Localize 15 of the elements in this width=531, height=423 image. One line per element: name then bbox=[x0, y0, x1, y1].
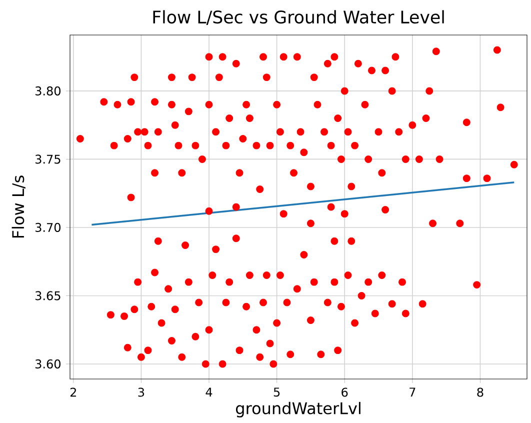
y-tick-label: 3.75 bbox=[35, 154, 60, 164]
x-tick-label: 4 bbox=[206, 388, 212, 396]
y-tick-label: 3.60 bbox=[35, 359, 60, 369]
y-axis-title: Flow L/s bbox=[12, 176, 26, 238]
x-tick-label: 3 bbox=[138, 388, 144, 397]
y-tick-label: 3.65 bbox=[35, 291, 60, 300]
y-tick-label: 3.80 bbox=[35, 86, 60, 96]
chart-title: Flow L/Sec vs Ground Water Level bbox=[153, 10, 444, 25]
x-tick-label: 8 bbox=[477, 388, 484, 397]
x-tick-label: 6 bbox=[342, 388, 348, 397]
y-tick-label: 3.70 bbox=[35, 222, 60, 232]
x-tick-label: 7 bbox=[410, 388, 416, 396]
x-tick-label: 2 bbox=[70, 388, 76, 397]
x-tick-label: 5 bbox=[274, 388, 280, 397]
x-axis-title: groundWaterLvl bbox=[236, 402, 360, 418]
